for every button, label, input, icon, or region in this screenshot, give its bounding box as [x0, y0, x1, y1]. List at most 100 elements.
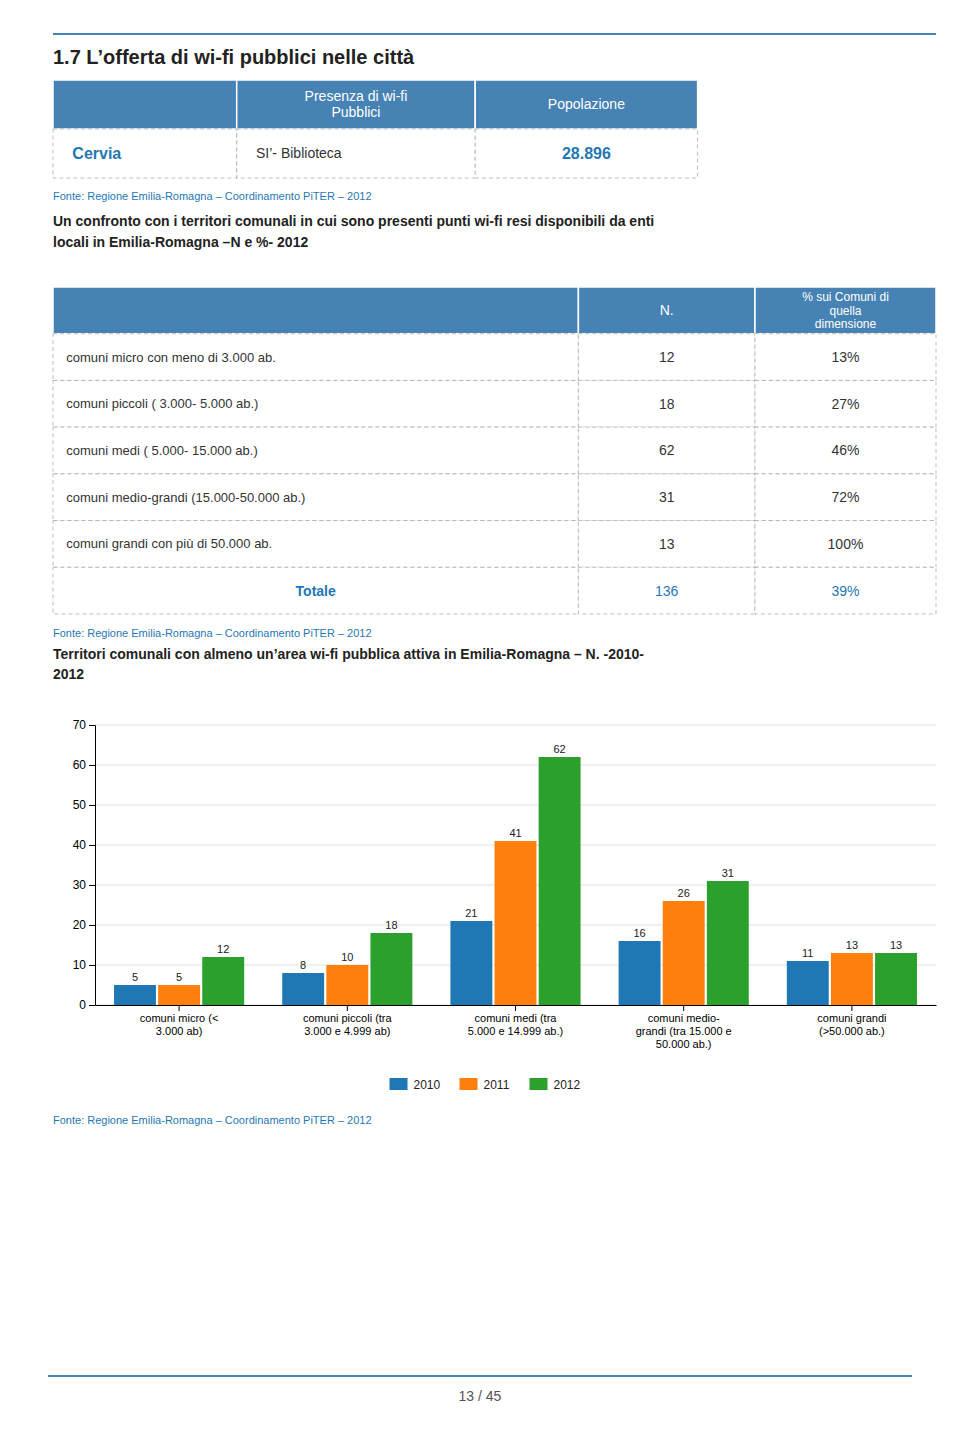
legend-item: 2010 — [390, 1078, 441, 1092]
tick: 20 — [73, 918, 95, 932]
data-label: 11 — [802, 947, 813, 959]
tick-mark — [89, 925, 95, 926]
data-label: 16 — [633, 927, 645, 939]
text-line: 72% — [831, 489, 859, 505]
text-line: (>50.000 ab.) — [819, 1025, 885, 1037]
bar — [787, 961, 829, 1005]
tick-mark — [179, 1005, 180, 1011]
tick-label: comuni piccoli (tra3.000 e 4.999 ab) — [303, 1012, 393, 1037]
text-line: 136 — [655, 583, 679, 599]
cell — [578, 474, 755, 521]
axis-line — [89, 726, 96, 1006]
cell-text: comuni medi ( 5.000- 15.000 ab.) — [66, 443, 258, 458]
cell-text: 12 — [659, 349, 675, 365]
cell — [755, 567, 936, 614]
tick: 30 — [73, 878, 95, 892]
legend-label: 2010 — [414, 1078, 441, 1092]
tick-label: 40 — [73, 838, 87, 852]
text-line: comuni medi (tra — [475, 1012, 558, 1024]
tick-label: 30 — [73, 878, 87, 892]
bar — [114, 985, 156, 1005]
cell-text: 13% — [831, 349, 859, 365]
text-line: Territori comunali con almeno un’area wi… — [53, 646, 644, 662]
bar — [370, 933, 412, 1005]
text-line: grandi (tra 15.000 e — [636, 1025, 732, 1037]
text-line: 1.7 L’offerta di wi-fi pubblici nelle ci… — [53, 46, 415, 68]
cell — [755, 521, 936, 568]
text-line: 50.000 ab.) — [656, 1038, 712, 1050]
cell — [53, 474, 578, 521]
text-line: Fonte: Regione Emilia-Romagna – Coordina… — [53, 1114, 372, 1126]
cell — [578, 334, 755, 381]
text-line: 100% — [828, 536, 864, 552]
tick-mark — [89, 1005, 95, 1006]
cell-text: SI’- Biblioteca — [256, 145, 342, 161]
bar — [495, 841, 537, 1005]
text-line: 3.000 ab) — [156, 1025, 202, 1037]
header-cell — [53, 287, 578, 334]
data-label: 21 — [465, 907, 477, 919]
text-line: quella — [829, 304, 861, 318]
rule — [48, 1375, 912, 1377]
chart: 5821161151041261312186231130102030405060… — [73, 718, 937, 1050]
cell — [53, 380, 578, 427]
tick: 70 — [73, 718, 95, 732]
series — [202, 757, 917, 1005]
cell-text: 28.896 — [562, 145, 611, 162]
legend-swatch — [390, 1078, 408, 1090]
legend-item: 2011 — [460, 1078, 510, 1092]
text-line: Fonte: Regione Emilia-Romagna – Coordina… — [53, 190, 372, 202]
bars — [114, 757, 917, 1005]
data-label: 13 — [846, 939, 858, 951]
text-line: 13% — [831, 349, 859, 365]
data-label: 10 — [341, 951, 353, 963]
grid — [95, 725, 936, 1005]
source: Fonte: Regione Emilia-Romagna – Coordina… — [53, 1114, 372, 1126]
data-label: 5 — [132, 971, 138, 983]
bar — [158, 985, 200, 1005]
text-line: 2012 — [53, 666, 84, 682]
source: Fonte: Regione Emilia-Romagna – Coordina… — [53, 190, 372, 202]
cell — [53, 521, 578, 568]
text-line: comuni micro (< — [140, 1012, 219, 1024]
bar — [875, 953, 917, 1005]
text-line: 39% — [831, 583, 859, 599]
cell-text: comuni grandi con più di 50.000 ab. — [66, 536, 272, 551]
tick-label: 60 — [73, 758, 87, 772]
text-line: Presenza di wi-fi — [305, 88, 408, 104]
text-line: 13 / 45 — [459, 1388, 502, 1404]
text-line: comuni micro con meno di 3.000 ab. — [66, 350, 276, 365]
cell — [475, 129, 697, 178]
cell — [755, 334, 936, 381]
cell — [237, 129, 475, 178]
intro-text: Un confronto con i territori comunali in… — [53, 213, 654, 250]
data-label: 41 — [509, 827, 521, 839]
bar — [326, 965, 368, 1005]
bar — [831, 953, 873, 1005]
tick: comuni piccoli (tra3.000 e 4.999 ab) — [303, 1005, 393, 1037]
header-text: Presenza di wi-fiPubblici — [305, 88, 408, 120]
cell — [755, 427, 936, 474]
total-text: Totale — [296, 583, 336, 599]
cell-text: comuni piccoli ( 3.000- 5.000 ab.) — [66, 396, 258, 411]
cell-text: comuni medio-grandi (15.000-50.000 ab.) — [66, 490, 305, 505]
cell-text: 100% — [828, 536, 864, 552]
cell-text: Cervia — [72, 145, 121, 162]
grid-line — [95, 805, 936, 806]
y-axis: 010203040506070 — [73, 718, 96, 1012]
header-text: % sui Comuni diquelladimensione — [802, 290, 889, 330]
bar — [539, 757, 581, 1005]
grid-line — [95, 725, 936, 726]
text-line: 27% — [831, 396, 859, 412]
tick: comuni micro (<3.000 ab) — [140, 1005, 219, 1037]
source: Fonte: Regione Emilia-Romagna – Coordina… — [53, 627, 372, 639]
text-line: % sui Comuni di — [802, 290, 889, 304]
data-label: 12 — [217, 943, 229, 955]
tick-label: comuni grandi(>50.000 ab.) — [817, 1012, 886, 1037]
total-text: 136 — [655, 583, 679, 599]
legend-swatch — [460, 1078, 478, 1090]
text-line: comuni grandi — [817, 1012, 886, 1024]
tick-mark — [347, 1005, 348, 1011]
page: 1.7 L’offerta di wi-fi pubblici nelle ci… — [0, 0, 960, 1436]
bar — [450, 921, 492, 1005]
